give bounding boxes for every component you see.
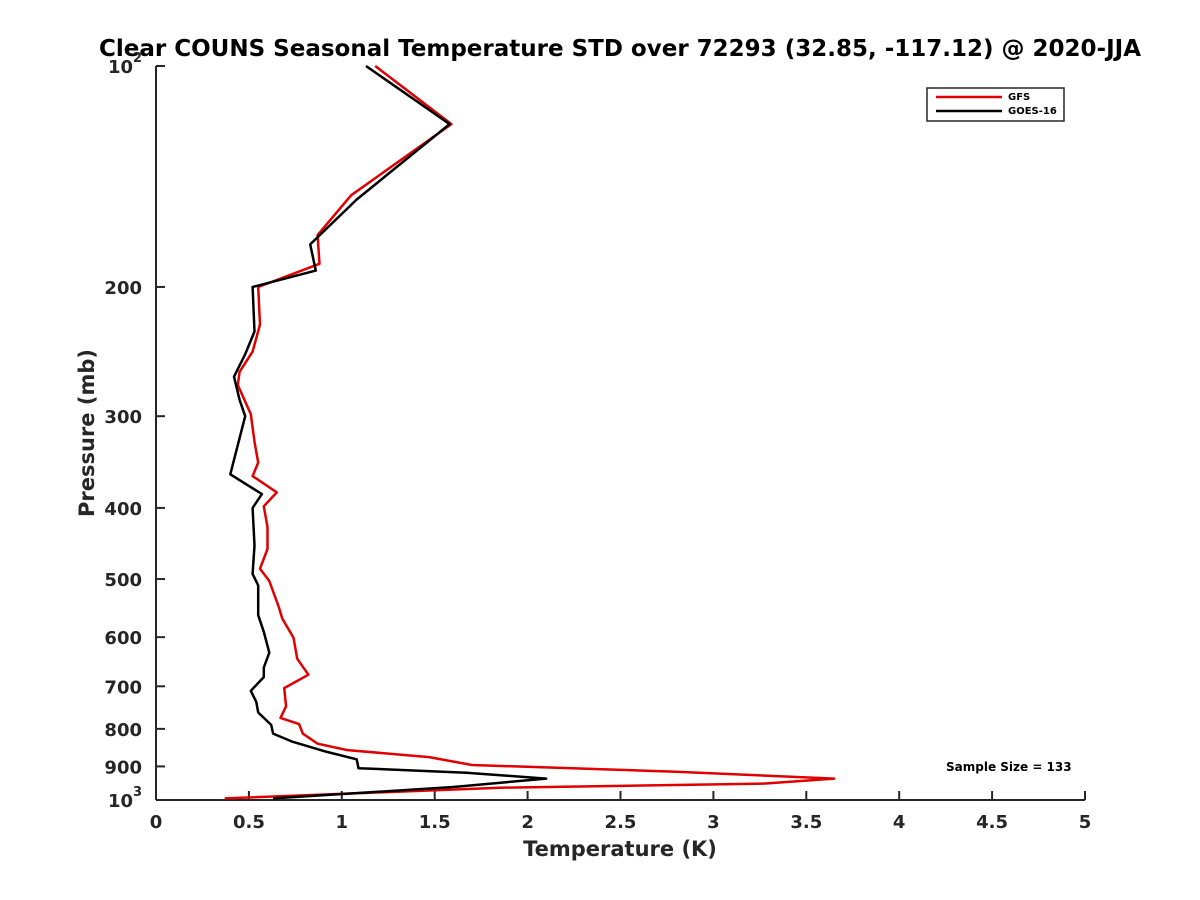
legend-box: [926, 87, 1065, 122]
y-tick-label: 10: [108, 791, 133, 812]
y-tick-label: 800: [104, 720, 142, 741]
y-tick-exponent: 2: [133, 51, 142, 66]
x-tick-label: 5: [1079, 812, 1092, 833]
x-tick-label: 2: [521, 812, 534, 833]
y-tick-label: 900: [104, 757, 142, 778]
y-tick-label: 600: [104, 628, 142, 649]
x-axis-label: Temperature (K): [523, 837, 717, 861]
x-tick-label: 3: [707, 812, 720, 833]
x-tick-label: 3.5: [790, 812, 822, 833]
x-tick-label: 1: [336, 812, 349, 833]
y-tick-label: 200: [104, 278, 142, 299]
y-tick-label: 10: [108, 57, 133, 78]
legend-label-gfs: GFS: [1008, 92, 1030, 103]
x-axis-ticks: 0 0.5 1 1.5 2 2.5 3 3.5 4 4.5 5: [150, 791, 1092, 833]
x-tick-label: 1.5: [419, 812, 451, 833]
y-tick-label: 700: [104, 677, 142, 698]
series-line-gfs: [224, 65, 836, 800]
plot-area: 0 0.5 1 1.5 2 2.5 3 3.5 4 4.5 5 210200300400500600…: [104, 51, 1091, 833]
series-lines: [224, 64, 836, 800]
y-tick-label: 300: [104, 407, 142, 428]
y-axis-label: Pressure (mb): [75, 349, 99, 517]
y-tick-exponent: 3: [133, 785, 142, 800]
x-tick-label: 4.5: [976, 812, 1008, 833]
y-tick-label: 500: [104, 570, 142, 591]
x-tick-label: 2.5: [605, 812, 637, 833]
legend-label-goes-16: GOES-16: [1008, 106, 1057, 117]
sample-size-annotation: Sample Size = 133: [946, 760, 1072, 774]
chart-title: Clear COUNS Seasonal Temperature STD ove…: [99, 36, 1141, 62]
x-tick-label: 4: [893, 812, 906, 833]
x-tick-label: 0.5: [233, 812, 265, 833]
series-line-goes-16: [229, 64, 548, 800]
x-tick-label: 0: [150, 812, 163, 833]
y-tick-label: 400: [104, 499, 142, 520]
legend: GFS GOES-16: [926, 87, 1065, 122]
